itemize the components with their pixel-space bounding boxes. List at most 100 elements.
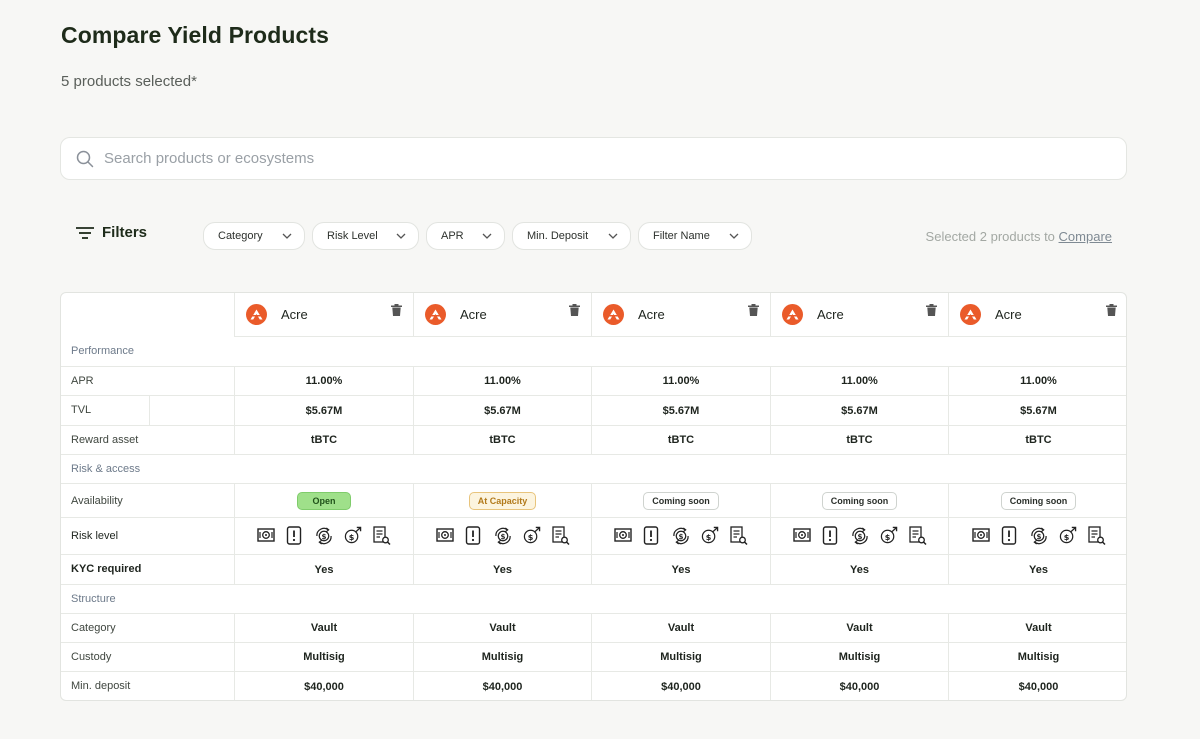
chip-label: APR [441, 230, 464, 242]
table-cell: Vault [770, 614, 948, 642]
alert-document-icon[interactable] [643, 526, 661, 546]
section-label: Risk & access [71, 463, 141, 475]
coin-cycle-icon[interactable]: $ [851, 526, 869, 546]
risk-icons-cell: $ $ [948, 518, 1126, 554]
table-cell: Yes [948, 555, 1126, 584]
audit-report-icon[interactable] [730, 526, 748, 546]
trash-icon[interactable] [391, 304, 402, 316]
availability-badge: Coming soon [1000, 491, 1077, 510]
coin-growth-icon[interactable]: $ [1059, 526, 1077, 546]
alert-document-icon[interactable] [1001, 526, 1019, 546]
products-selected-count: 5 products selected* [61, 73, 197, 90]
search-input[interactable] [104, 150, 1004, 167]
chevron-down-icon [482, 232, 492, 240]
table-row-apr: APR 11.00% 11.00% 11.00% 11.00% 11.00% [61, 366, 1126, 395]
audit-report-icon[interactable] [1087, 526, 1106, 546]
product-name: Acre [995, 307, 1022, 322]
audit-report-icon[interactable] [373, 526, 391, 546]
row-label: Custody [71, 651, 112, 663]
filter-chip-category[interactable]: Category [203, 222, 305, 250]
risk-icons-cell: $ $ [413, 518, 591, 554]
comparison-table: Acre Acre Acre Acre Acre Performance APR 11.… [60, 292, 1127, 701]
trash-icon[interactable] [1106, 304, 1117, 316]
vault-icon[interactable] [792, 526, 811, 546]
table-cell: Vault [591, 614, 770, 642]
alert-document-icon[interactable] [822, 526, 840, 546]
vault-icon[interactable] [435, 526, 454, 546]
filter-lines-icon [76, 226, 94, 240]
table-row-tvl: TVL $5.67M $5.67M $5.67M $5.67M $5.67M [61, 395, 1126, 425]
vault-icon[interactable] [257, 526, 275, 546]
audit-report-icon[interactable] [551, 526, 570, 546]
table-cell: 11.00% [234, 367, 413, 395]
vault-icon[interactable] [614, 526, 632, 546]
row-label: KYC required [71, 563, 142, 575]
table-cell: Yes [413, 555, 591, 584]
audit-report-icon[interactable] [908, 526, 927, 546]
table-cell: $40,000 [413, 672, 591, 700]
table-cell: $5.67M [413, 396, 591, 425]
product-column-header: Acre [234, 293, 413, 337]
table-cell: Multisig [413, 643, 591, 671]
coin-growth-icon[interactable]: $ [344, 526, 362, 546]
table-row-kyc-required: KYC required Yes Yes Yes Yes Yes [61, 554, 1126, 584]
coin-cycle-icon[interactable]: $ [672, 526, 690, 546]
table-cell: tBTC [591, 426, 770, 454]
filter-chip-apr[interactable]: APR [426, 222, 505, 250]
table-cell: 11.00% [948, 367, 1126, 395]
alert-document-icon[interactable] [286, 526, 304, 546]
table-cell: $40,000 [234, 672, 413, 700]
page-title: Compare Yield Products [61, 22, 330, 48]
table-cell: $40,000 [770, 672, 948, 700]
svg-text:$: $ [679, 532, 684, 541]
compare-link[interactable]: Compare [1058, 229, 1112, 244]
table-row-availability: Availability Open At Capacity Coming soon C… [61, 483, 1126, 517]
acre-logo-icon [246, 304, 267, 325]
alert-document-icon[interactable] [465, 526, 483, 546]
section-risk-access: Risk & access [61, 454, 1126, 483]
table-cell: Open [234, 484, 413, 517]
svg-text:$: $ [527, 533, 533, 542]
product-name: Acre [460, 307, 487, 322]
coin-growth-icon[interactable]: $ [523, 526, 541, 546]
table-cell: Vault [948, 614, 1126, 642]
filter-chip-min-deposit[interactable]: Min. Deposit [512, 222, 631, 250]
table-cell: Multisig [948, 643, 1126, 671]
svg-text:$: $ [706, 533, 712, 542]
table-row-risk-level: Risk level $ $ $ $ $ $ $ $ $ $ [61, 517, 1126, 554]
chevron-down-icon [282, 232, 292, 240]
search-bar[interactable] [60, 137, 1127, 180]
filters-button[interactable]: Filters [76, 224, 147, 241]
trash-icon[interactable] [569, 304, 580, 316]
svg-text:$: $ [884, 533, 890, 542]
chip-label: Category [218, 230, 263, 242]
table-cell: Coming soon [591, 484, 770, 517]
filter-chip-risk-level[interactable]: Risk Level [312, 222, 419, 250]
table-cell: $5.67M [591, 396, 770, 425]
coin-cycle-icon[interactable]: $ [315, 526, 333, 546]
row-label: Availability [71, 495, 123, 507]
trash-icon[interactable] [926, 304, 937, 316]
product-name: Acre [817, 307, 844, 322]
row-label: Risk level [71, 530, 119, 542]
table-cell: tBTC [234, 426, 413, 454]
filter-chip-filter-name[interactable]: Filter Name [638, 222, 752, 250]
table-row-category: Category Vault Vault Vault Vault Vault [61, 613, 1126, 642]
product-name: Acre [638, 307, 665, 322]
coin-cycle-icon[interactable]: $ [1030, 526, 1048, 546]
table-cell: tBTC [770, 426, 948, 454]
table-cell: Coming soon [770, 484, 948, 517]
table-row-min-deposit: Min. deposit $40,000 $40,000 $40,000 $40,00… [61, 671, 1126, 700]
coin-cycle-icon[interactable]: $ [494, 526, 512, 546]
chevron-down-icon [729, 232, 739, 240]
coin-growth-icon[interactable]: $ [880, 526, 898, 546]
row-label: APR [71, 375, 94, 387]
coin-growth-icon[interactable]: $ [701, 526, 719, 546]
vault-icon[interactable] [971, 526, 990, 546]
product-column-header: Acre [413, 293, 591, 337]
table-cell: Multisig [234, 643, 413, 671]
search-icon [76, 150, 94, 168]
risk-icons-cell: $ $ [591, 518, 770, 554]
acre-logo-icon [960, 304, 981, 325]
trash-icon[interactable] [748, 304, 759, 316]
